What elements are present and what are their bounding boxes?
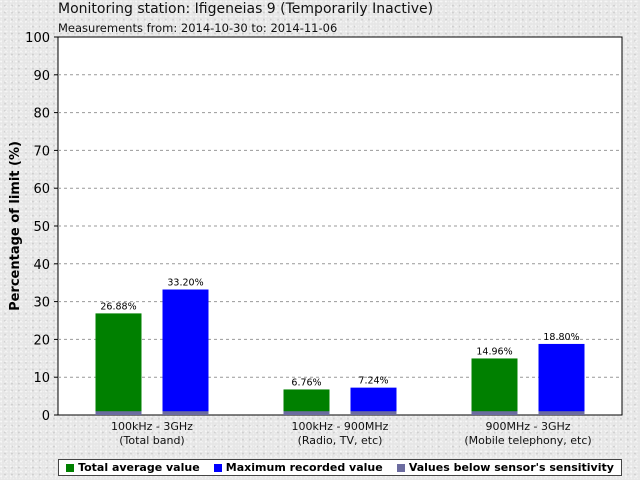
- legend-swatch-maximum: [213, 463, 222, 472]
- bar-maximum: [350, 387, 397, 415]
- legend-swatch-average: [66, 463, 75, 472]
- y-tick-label: 0: [42, 409, 50, 424]
- legend-label-maximum: Maximum recorded value: [225, 461, 383, 474]
- y-axis-label: Percentage of limit (%): [8, 141, 23, 311]
- y-axis-ticks: 0 10 20 30 40 50 60 70 80 90 100: [25, 31, 58, 424]
- category-sublabel: (Radio, TV, etc): [298, 434, 383, 447]
- legend-label-average: Total average value: [78, 461, 200, 474]
- bar-value-label: 18.80%: [543, 332, 579, 343]
- value-labels: 26.88% 33.20% 6.76% 7.24% 14.96% 18.80%: [100, 278, 579, 389]
- bar-sensitivity: [162, 411, 209, 415]
- legend-item-average: Total average value: [66, 461, 200, 474]
- category-label: 100kHz - 3GHz: [111, 420, 193, 433]
- bar-value-label: 26.88%: [100, 301, 136, 312]
- category-labels: 100kHz - 3GHz(Total band) 100kHz - 900MHz…: [111, 420, 592, 447]
- chart-subtitle: Measurements from: 2014-10-30 to: 2014-1…: [58, 21, 338, 35]
- bar-average: [471, 358, 518, 415]
- bar-value-label: 33.20%: [167, 278, 203, 289]
- category-sublabel: (Mobile telephony, etc): [464, 434, 591, 447]
- legend-swatch-sensitivity: [396, 463, 405, 472]
- y-tick-label: 70: [33, 144, 50, 159]
- legend-label-sensitivity: Values below sensor's sensitivity: [408, 461, 614, 474]
- chart-title: Monitoring station: Ifigeneias 9 (Tempor…: [58, 1, 434, 17]
- grid-lines: [58, 74, 622, 378]
- legend-item-sensitivity: Values below sensor's sensitivity: [396, 461, 614, 474]
- category-label: 900MHz - 3GHz: [485, 420, 570, 433]
- y-tick-label: 90: [33, 69, 50, 84]
- category-label: 100kHz - 900MHz: [292, 420, 389, 433]
- bar-average: [283, 389, 330, 415]
- bar-average: [95, 313, 142, 415]
- bar-maximum: [538, 343, 585, 415]
- y-tick-label: 100: [25, 31, 50, 46]
- legend: Total average value Maximum recorded val…: [58, 459, 622, 476]
- y-tick-label: 80: [33, 107, 50, 122]
- y-tick-label: 40: [33, 258, 50, 273]
- y-tick-label: 60: [33, 182, 50, 197]
- bar-sensitivity: [538, 411, 585, 415]
- y-tick-label: 10: [33, 371, 50, 386]
- bar-sensitivity: [471, 411, 518, 415]
- category-sublabel: (Total band): [119, 434, 184, 447]
- y-tick-label: 30: [33, 296, 50, 311]
- bar-value-label: 14.96%: [476, 346, 512, 357]
- y-tick-label: 20: [33, 333, 50, 348]
- bars: [95, 289, 585, 415]
- bar-maximum: [162, 289, 209, 415]
- bar-sensitivity: [350, 411, 397, 415]
- bar-value-label: 6.76%: [291, 377, 321, 388]
- bar-sensitivity: [95, 411, 142, 415]
- legend-item-maximum: Maximum recorded value: [213, 461, 383, 474]
- bar-value-label: 7.24%: [358, 376, 388, 387]
- y-tick-label: 50: [33, 220, 50, 235]
- bar-sensitivity: [283, 411, 330, 415]
